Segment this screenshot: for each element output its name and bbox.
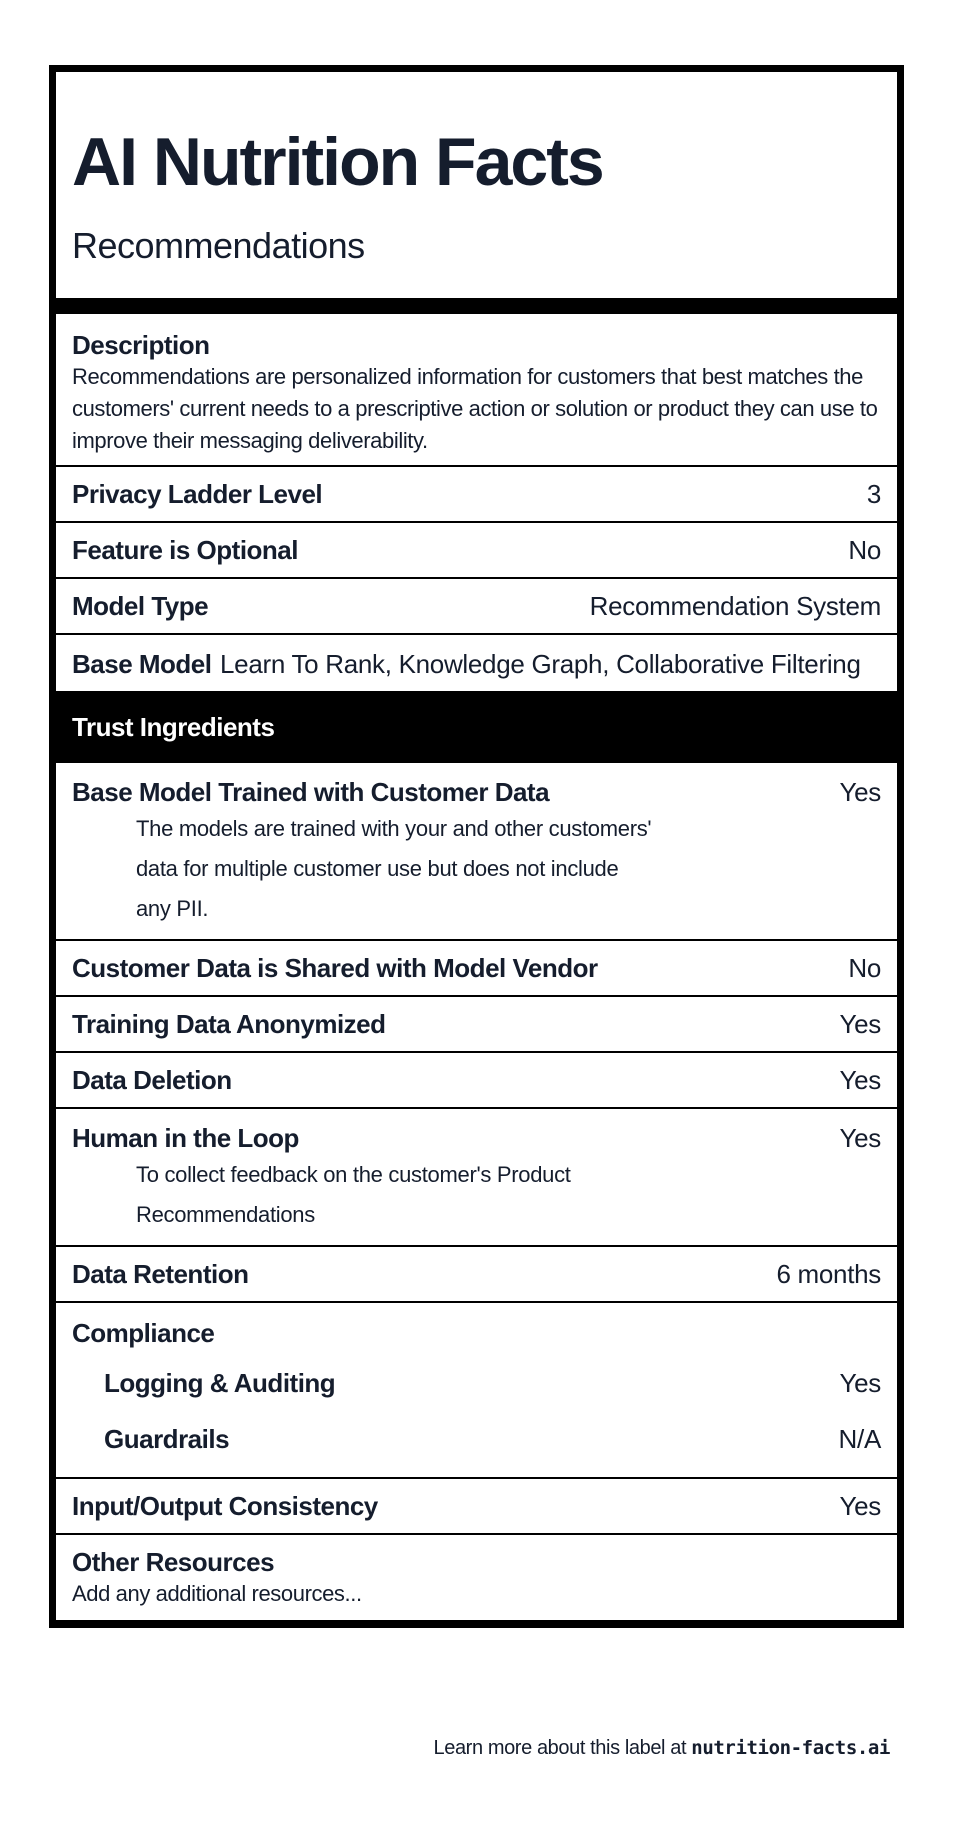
item-value: N/A (838, 1423, 882, 1454)
other-resources-section: Other Resources Add any additional resou… (56, 1535, 897, 1620)
trust-item: Data Retention 6 months (56, 1247, 897, 1303)
item-note: To collect feedback on the customer's Pr… (136, 1162, 571, 1227)
other-resources-label: Other Resources (72, 1547, 275, 1577)
trust-item: Customer Data is Shared with Model Vendo… (56, 941, 897, 997)
row-value: Recommendation System (589, 590, 882, 621)
item-value: Yes (839, 777, 881, 807)
feature-optional-row: Feature is Optional No (56, 523, 897, 579)
trust-item: Human in the Loop Yes To collect feedback… (56, 1109, 897, 1247)
trust-item: Data Deletion Yes (56, 1053, 897, 1109)
item-value: Yes (839, 1064, 881, 1095)
item-value: Yes (839, 1123, 881, 1153)
item-label: Human in the Loop (72, 1123, 299, 1153)
compliance-item: Logging & Auditing Yes (72, 1355, 881, 1411)
item-label: Input/Output Consistency (72, 1490, 378, 1521)
label-header: AI Nutrition Facts Recommendations (56, 72, 897, 314)
item-label: Guardrails (104, 1423, 230, 1454)
item-value: Yes (839, 1367, 881, 1398)
row-label: Base Model (72, 649, 212, 679)
base-model-row: Base Model Learn To Rank, Knowledge Grap… (56, 635, 897, 691)
row-value: 3 (866, 478, 881, 509)
description-text: Recommendations are personalized informa… (72, 364, 878, 453)
trust-ingredients-heading: Trust Ingredients (56, 691, 897, 763)
item-label: Data Retention (72, 1258, 249, 1289)
description-section: Description Recommendations are personal… (56, 314, 897, 467)
other-resources-text: Add any additional resources... (72, 1581, 362, 1606)
compliance-label: Compliance (72, 1318, 215, 1348)
item-value: No (848, 952, 881, 983)
row-label: Model Type (72, 590, 209, 621)
row-value: Learn To Rank, Knowledge Graph, Collabor… (220, 649, 861, 679)
item-value: Yes (839, 1490, 881, 1521)
footer-text: Learn more about this label at (433, 1737, 692, 1759)
footer-link[interactable]: nutrition-facts.ai (691, 1737, 890, 1759)
row-label: Feature is Optional (72, 534, 299, 565)
consistency-row: Input/Output Consistency Yes (56, 1479, 897, 1535)
item-value: Yes (839, 1008, 881, 1039)
nutrition-label: AI Nutrition Facts Recommendations Descr… (49, 65, 904, 1628)
row-value: No (848, 534, 881, 565)
compliance-item: Guardrails N/A (72, 1411, 881, 1467)
footer: Learn more about this label at nutrition… (433, 1737, 891, 1760)
compliance-section: Compliance Logging & Auditing Yes Guardra… (56, 1303, 897, 1479)
trust-item: Base Model Trained with Customer Data Yes… (56, 763, 897, 941)
row-label: Privacy Ladder Level (72, 478, 323, 509)
item-label: Logging & Auditing (104, 1367, 336, 1398)
item-value: 6 months (776, 1258, 881, 1289)
model-type-row: Model Type Recommendation System (56, 579, 897, 635)
privacy-ladder-row: Privacy Ladder Level 3 (56, 467, 897, 523)
item-note: The models are trained with your and oth… (136, 816, 652, 921)
item-label: Base Model Trained with Customer Data (72, 777, 550, 807)
trust-item: Training Data Anonymized Yes (56, 997, 897, 1053)
item-label: Training Data Anonymized (72, 1008, 386, 1039)
description-label: Description (72, 330, 210, 360)
item-label: Customer Data is Shared with Model Vendo… (72, 952, 598, 983)
page-title: AI Nutrition Facts (72, 124, 605, 200)
feature-name: Recommendations (72, 225, 365, 266)
item-label: Data Deletion (72, 1064, 232, 1095)
